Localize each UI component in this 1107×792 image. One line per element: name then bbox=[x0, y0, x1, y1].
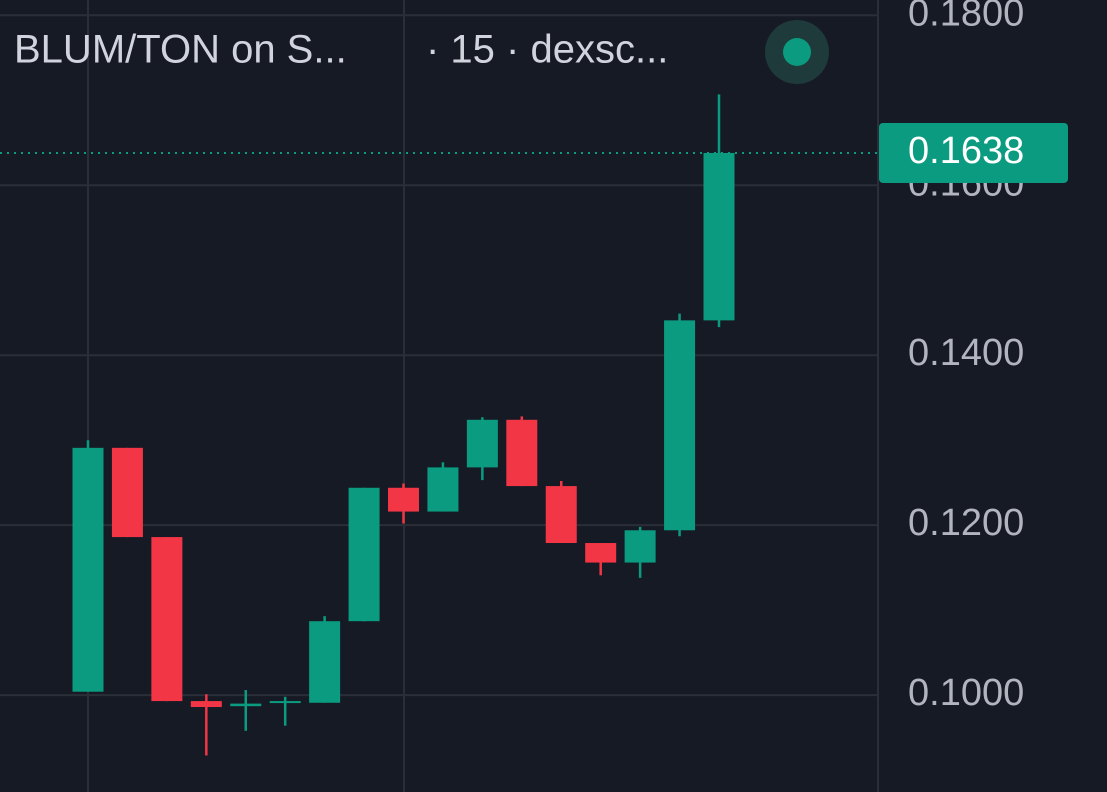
candle-body bbox=[269, 701, 301, 704]
candle-body bbox=[427, 467, 459, 512]
candle-body bbox=[230, 703, 262, 707]
candle-body bbox=[72, 447, 104, 692]
candle-body bbox=[151, 537, 183, 702]
candle-body bbox=[545, 486, 577, 544]
candle-body bbox=[190, 701, 222, 708]
last-price-label: 0.1638 bbox=[908, 130, 1024, 172]
candle-body bbox=[348, 487, 380, 622]
candle-body bbox=[388, 487, 419, 512]
y-tick-label: 0.1200 bbox=[908, 502, 1024, 544]
y-tick-label: 0.1800 bbox=[908, 0, 1024, 34]
status-dot bbox=[783, 38, 811, 66]
candle-body bbox=[111, 447, 143, 538]
candle-body bbox=[703, 152, 735, 321]
y-tick-label: 0.1400 bbox=[908, 332, 1024, 374]
candle-body bbox=[585, 543, 617, 563]
candle-body bbox=[309, 621, 341, 703]
candle-body bbox=[664, 320, 696, 531]
candle-body bbox=[506, 419, 538, 487]
y-tick-label: 0.1000 bbox=[908, 672, 1024, 714]
candle-body bbox=[466, 419, 498, 468]
candles bbox=[72, 94, 735, 756]
last-price-box bbox=[879, 122, 1068, 183]
candle-body bbox=[624, 530, 656, 563]
chart-subtitle: · 15 · dexsc... bbox=[426, 28, 668, 72]
chart-title: BLUM/TON on S... bbox=[14, 28, 347, 72]
